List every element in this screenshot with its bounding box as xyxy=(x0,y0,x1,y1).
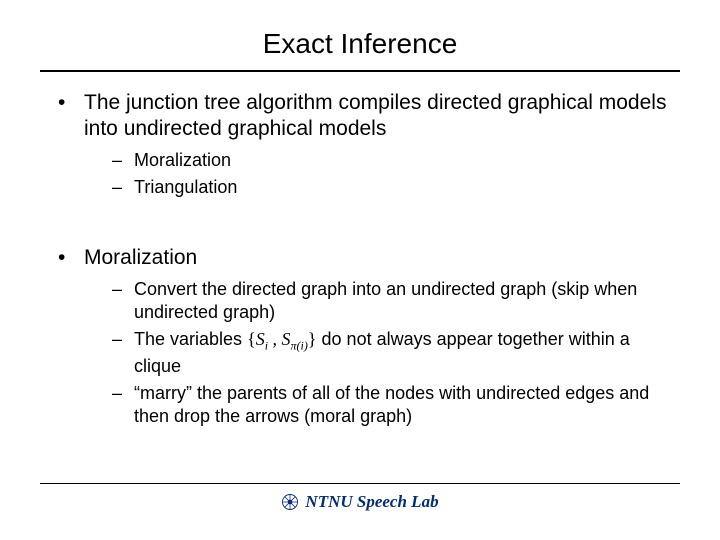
formula-s1: S xyxy=(256,329,265,349)
brace-open: { xyxy=(247,329,256,349)
sub-list: Convert the directed graph into an undir… xyxy=(84,278,680,429)
bullet-text: The junction tree algorithm compiles dir… xyxy=(84,91,666,140)
ntnu-logo-icon xyxy=(281,493,299,511)
formula: {Si , Sπ(i)} xyxy=(247,329,316,349)
slide-title: Exact Inference xyxy=(40,28,680,60)
bullet-text: Moralization xyxy=(84,246,197,269)
formula-comma: , xyxy=(268,329,282,349)
sub-item: Convert the directed graph into an undir… xyxy=(112,278,680,325)
title-rule xyxy=(40,70,680,72)
sub-list: Moralization Triangulation xyxy=(84,149,680,200)
logo-hub xyxy=(288,500,293,505)
footer-rule xyxy=(40,483,680,484)
footer: NTNU Speech Lab xyxy=(40,483,680,516)
bullet-item: The junction tree algorithm compiles dir… xyxy=(58,90,680,199)
sub-text: Moralization xyxy=(134,150,231,170)
formula-sub2: π(i) xyxy=(291,339,308,353)
sub-item: Triangulation xyxy=(112,176,680,199)
sub-text: Triangulation xyxy=(134,177,237,197)
sub-text: “marry” the parents of all of the nodes … xyxy=(134,383,649,426)
footer-line: NTNU Speech Lab xyxy=(281,492,438,512)
sub-text-pre: The variables xyxy=(134,329,247,349)
formula-s2: S xyxy=(282,329,291,349)
slide: Exact Inference The junction tree algori… xyxy=(0,0,720,540)
spacer xyxy=(40,217,680,245)
footer-org: NTNU Speech Lab xyxy=(305,492,438,512)
sub-item: The variables {Si , Sπ(i)} do not always… xyxy=(112,328,680,378)
sub-item: Moralization xyxy=(112,149,680,172)
sub-item: “marry” the parents of all of the nodes … xyxy=(112,382,680,429)
bullet-list: Moralization Convert the directed graph … xyxy=(40,245,680,428)
brace-close: } xyxy=(308,329,317,349)
bullet-list: The junction tree algorithm compiles dir… xyxy=(40,90,680,199)
sub-text: Convert the directed graph into an undir… xyxy=(134,279,637,322)
bullet-item: Moralization Convert the directed graph … xyxy=(58,245,680,428)
